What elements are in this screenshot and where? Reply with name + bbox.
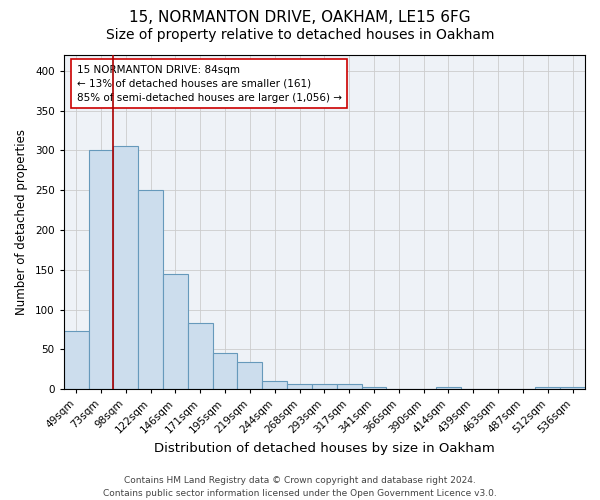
Bar	[262, 381, 287, 389]
Bar	[64, 331, 89, 389]
Y-axis label: Number of detached properties: Number of detached properties	[15, 129, 28, 315]
Bar	[436, 387, 461, 389]
Bar	[188, 323, 212, 389]
Bar	[337, 384, 362, 389]
Bar	[560, 387, 585, 389]
Text: Size of property relative to detached houses in Oakham: Size of property relative to detached ho…	[106, 28, 494, 42]
Bar	[535, 387, 560, 389]
Bar	[312, 384, 337, 389]
Bar	[362, 387, 386, 389]
Bar	[163, 274, 188, 389]
Bar	[89, 150, 113, 389]
X-axis label: Distribution of detached houses by size in Oakham: Distribution of detached houses by size …	[154, 442, 495, 455]
Text: Contains HM Land Registry data © Crown copyright and database right 2024.
Contai: Contains HM Land Registry data © Crown c…	[103, 476, 497, 498]
Bar	[287, 384, 312, 389]
Bar	[238, 362, 262, 389]
Bar	[138, 190, 163, 389]
Text: 15, NORMANTON DRIVE, OAKHAM, LE15 6FG: 15, NORMANTON DRIVE, OAKHAM, LE15 6FG	[129, 10, 471, 25]
Text: 15 NORMANTON DRIVE: 84sqm
← 13% of detached houses are smaller (161)
85% of semi: 15 NORMANTON DRIVE: 84sqm ← 13% of detac…	[77, 64, 341, 102]
Bar	[113, 146, 138, 389]
Bar	[212, 354, 238, 389]
